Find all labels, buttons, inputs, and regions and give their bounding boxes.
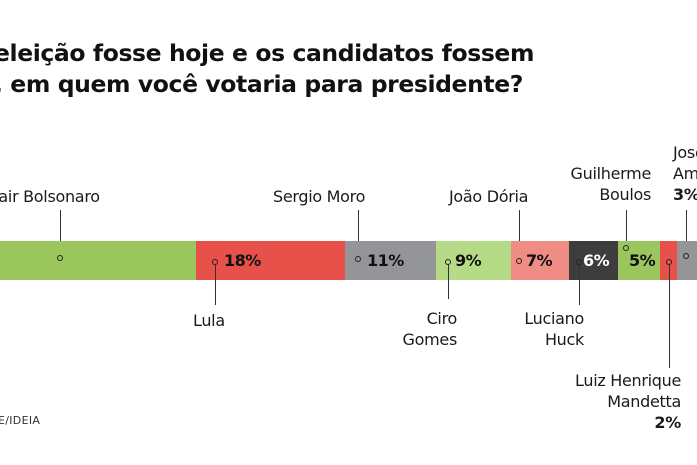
mandetta-pct: 2% [654, 413, 681, 432]
segment-amoedo [677, 241, 697, 280]
leader-line-moro [358, 210, 359, 256]
label-huck: Luciano Huck [524, 309, 584, 349]
label-moro: Sergio Moro [273, 187, 366, 206]
leader-line-doria [519, 210, 520, 256]
pct-huck: 6% [583, 251, 610, 270]
marker-dot-ciro [445, 259, 451, 265]
pct-boulos: 5% [629, 251, 656, 270]
label-boulos: Guilherme Boulos [570, 164, 652, 204]
leader-line-boulos [626, 210, 627, 242]
label-ciro: Ciro Gomes [402, 309, 458, 349]
marker-dot-bolsonaro [57, 255, 63, 261]
marker-dot-mandetta [666, 259, 672, 265]
leader-line-lula [215, 265, 216, 305]
title-line-1: eleição fosse hoje e os candidatos fosse… [0, 39, 535, 67]
pct-lula: 18% [224, 251, 261, 270]
segment-lula: 18% [196, 241, 345, 280]
marker-dot-doria [516, 258, 522, 264]
leader-line-bolsonaro [60, 210, 61, 256]
amoedo-pct: 3% [673, 185, 697, 204]
label-doria: João Dória [449, 187, 529, 206]
title-line-2: , em quem você votaria para presidente? [0, 70, 524, 98]
leader-line-ciro [448, 265, 449, 299]
pct-doria: 7% [526, 251, 553, 270]
label-bolsonaro: Jair Bolsonaro [0, 187, 100, 206]
source-credit: E/IDEIA [0, 414, 41, 427]
pct-moro: 11% [367, 251, 404, 270]
label-lula: Lula [193, 311, 225, 330]
leader-line-mandetta [669, 265, 670, 368]
chart-title: eleição fosse hoje e os candidatos fosse… [0, 38, 697, 100]
label-mandetta: Luiz Henrique Mandetta 2% [575, 371, 681, 432]
pct-ciro: 9% [455, 251, 482, 270]
marker-dot-boulos [623, 245, 629, 251]
leader-line-huck [579, 265, 580, 305]
leader-line-amoedo [686, 210, 687, 252]
marker-dot-lula [212, 259, 218, 265]
label-amoedo: José Amoêdo 3% [673, 142, 697, 205]
marker-dot-amoedo [683, 253, 689, 259]
stacked-bar: 18% 11% 9% 7% 6% 5% [0, 241, 697, 280]
segment-bolsonaro [0, 241, 196, 280]
marker-dot-moro [355, 256, 361, 262]
marker-dot-huck [576, 259, 582, 265]
